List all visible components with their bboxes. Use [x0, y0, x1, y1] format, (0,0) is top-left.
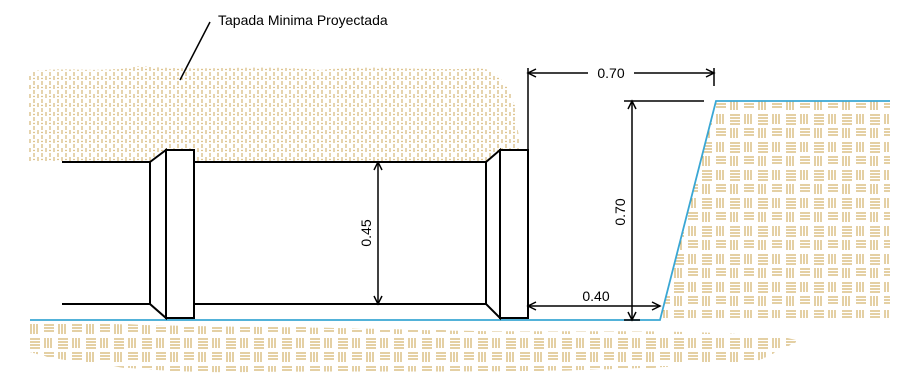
- natural-soil-right: [660, 101, 890, 318]
- dim-bottom-width-label: 0.40: [582, 288, 609, 304]
- cover-label: Tapada Minima Proyectada: [218, 12, 388, 28]
- pipe: [62, 147, 529, 321]
- cover-leader-line: [179, 21, 211, 81]
- dim-pipe-height: [373, 160, 383, 306]
- dim-trench-height-label: 0.70: [612, 198, 628, 225]
- dim-top-width: [526, 68, 716, 150]
- ground-line: [30, 100, 890, 321]
- dim-pipe-height-label: 0.45: [358, 219, 374, 246]
- backfill-soil: [28, 66, 520, 162]
- dim-trench-height: [624, 99, 704, 322]
- dim-top-width-label: 0.70: [597, 65, 624, 81]
- dim-bottom-width: [526, 301, 662, 311]
- natural-soil-bottom: [30, 320, 800, 373]
